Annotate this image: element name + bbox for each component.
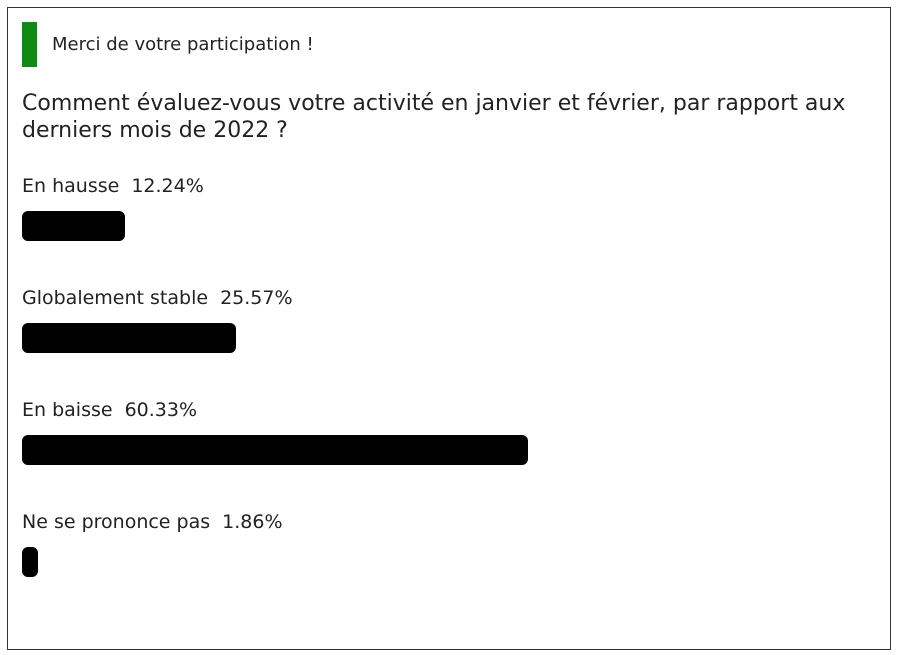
thank-you-text: Merci de votre participation ! xyxy=(52,34,314,55)
result-bar-track xyxy=(22,323,860,353)
option-percent: 60.33% xyxy=(124,399,198,421)
poll-option: Ne se prononce pas 1.86% xyxy=(22,510,872,577)
poll-question: Comment évaluez-vous votre activité en j… xyxy=(22,91,846,143)
result-bar xyxy=(22,435,528,465)
option-label: En hausse xyxy=(22,175,120,197)
option-percent: 1.86% xyxy=(222,511,283,533)
poll-option: Globalement stable 25.57% xyxy=(22,286,872,353)
result-bar-track xyxy=(22,435,860,465)
option-label: Ne se prononce pas xyxy=(22,511,211,533)
option-label: Globalement stable xyxy=(22,287,209,309)
result-bar xyxy=(22,323,237,353)
option-percent: 12.24% xyxy=(131,175,204,197)
option-label: En baisse xyxy=(22,399,113,421)
poll-option: En hausse 12.24% xyxy=(22,174,872,241)
result-bar xyxy=(22,211,125,241)
poll-results-panel: Merci de votre participation ! Comment é… xyxy=(7,7,891,650)
result-bar xyxy=(22,547,38,577)
green-accent-bar xyxy=(22,22,37,67)
thank-you-notice: Merci de votre participation ! xyxy=(22,22,314,67)
result-bar-track xyxy=(22,211,860,241)
poll-option: En baisse 60.33% xyxy=(22,398,872,465)
result-bar-track xyxy=(22,547,860,577)
option-percent: 25.57% xyxy=(220,287,293,309)
